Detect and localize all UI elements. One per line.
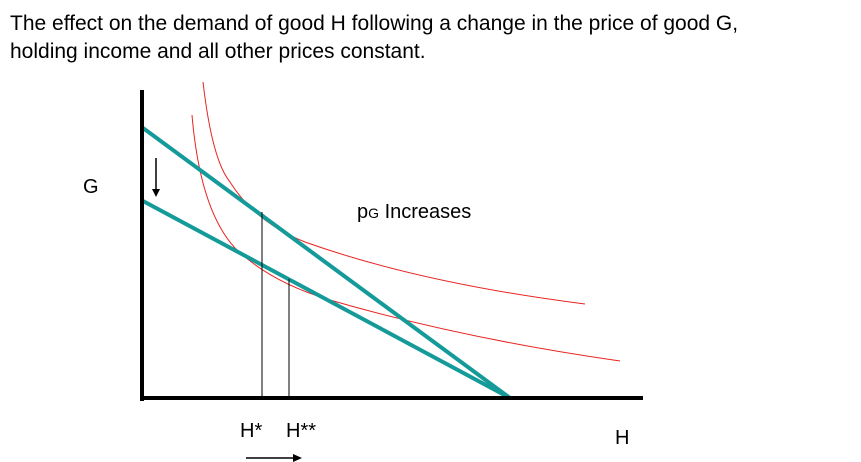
indifference-curve-high [202, 81, 586, 305]
h-star-label: H* [240, 420, 262, 442]
x-axis-label: H [615, 427, 629, 449]
caption-line-2: holding income and all other prices cons… [10, 40, 426, 63]
h-double-star-label: H** [286, 420, 316, 442]
budget-line-new [142, 199, 511, 400]
price-change-annotation: pG Increases [357, 201, 471, 223]
price-change-text: Increases [379, 201, 471, 223]
budget-line-original [141, 126, 512, 400]
caption-line-1: The effect on the demand of good H follo… [10, 12, 739, 35]
diagram-caption: The effect on the demand of good H follo… [10, 10, 855, 66]
down-arrow-icon [152, 189, 160, 197]
indifference-curve-low [191, 114, 621, 362]
right-arrow-icon [293, 454, 302, 462]
y-axis-label: G [83, 176, 99, 198]
price-subscript: G [368, 205, 379, 221]
price-symbol: p [357, 201, 368, 223]
